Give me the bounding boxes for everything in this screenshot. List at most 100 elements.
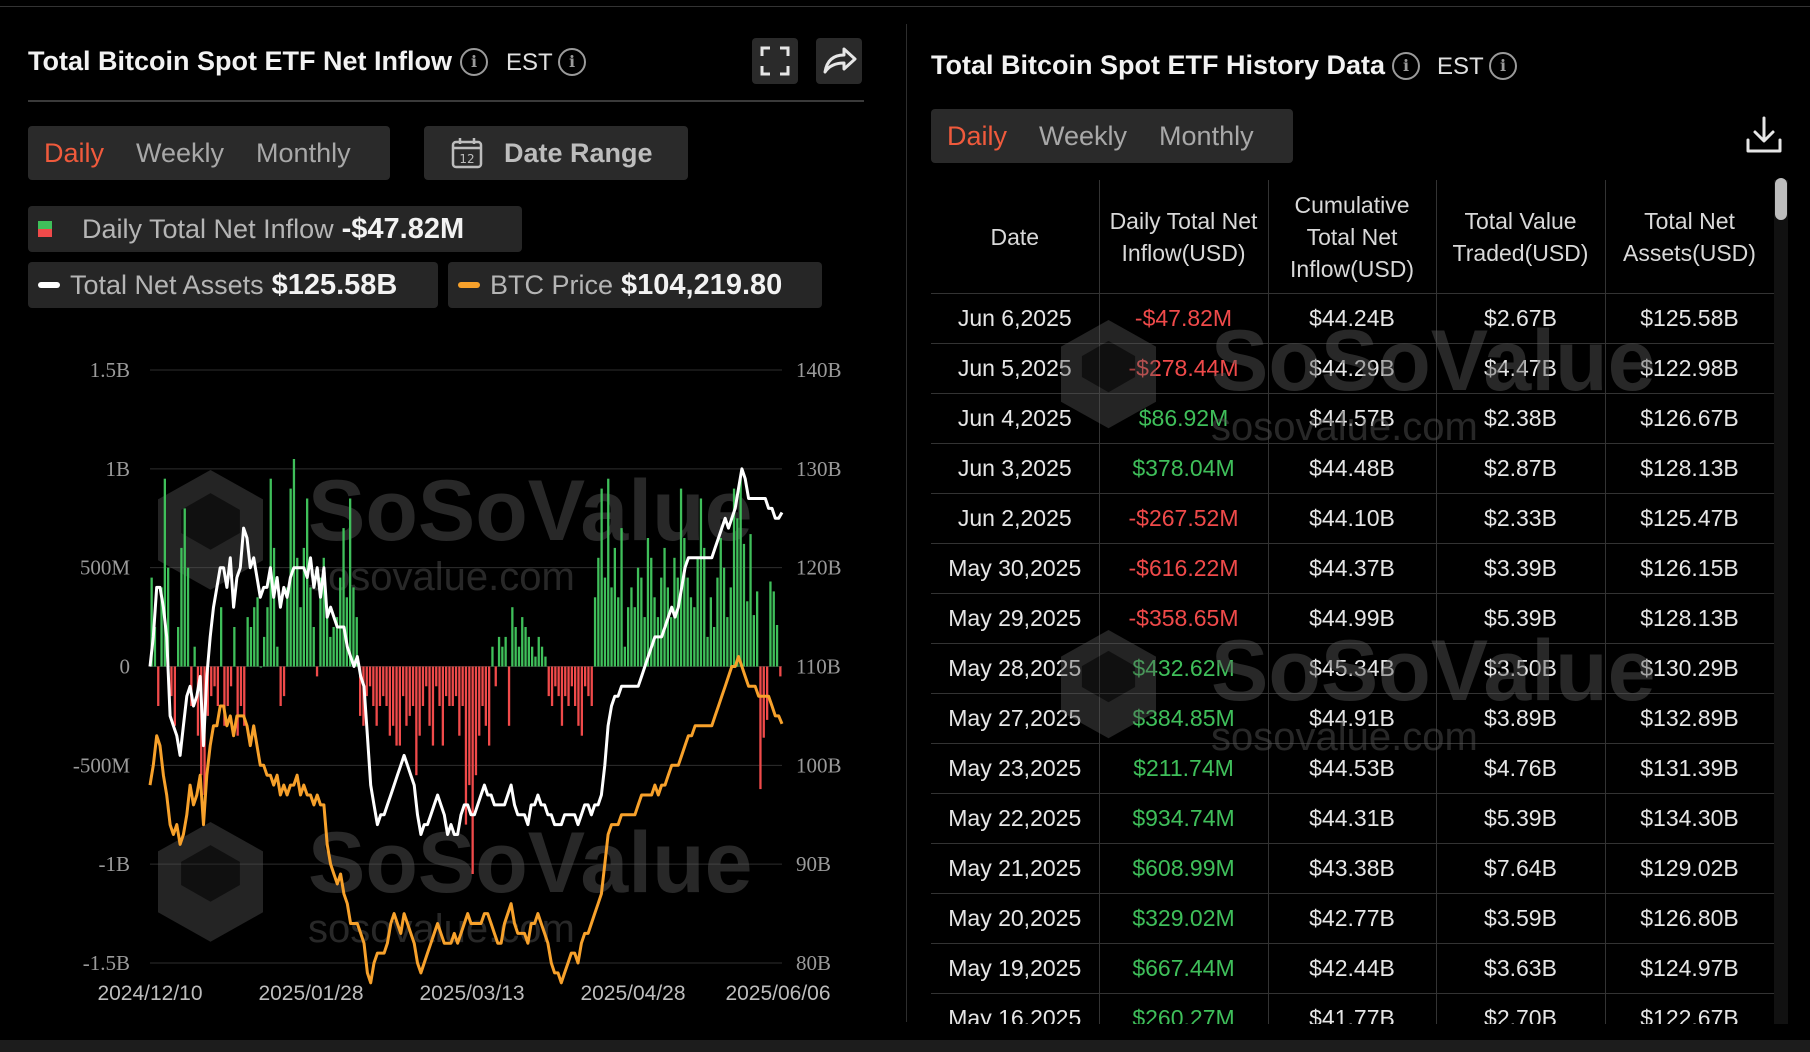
inflow-bar[interactable] (759, 666, 762, 790)
table-row[interactable]: Jun 6,2025 -$47.82M $44.24B $2.67B $125.58B (931, 293, 1774, 344)
inflow-bar[interactable] (454, 666, 458, 697)
inflow-bar[interactable] (368, 666, 372, 687)
inflow-bar[interactable] (488, 666, 491, 746)
table-row[interactable]: May 19,2025 $667.44M $42.44B $3.63B $124.97B (931, 943, 1774, 994)
inflow-bar[interactable] (617, 597, 620, 667)
inflow-bar[interactable] (315, 666, 319, 677)
inflow-bar[interactable] (540, 646, 544, 667)
info-icon[interactable]: i (1489, 52, 1517, 80)
col-daily-net-inflow[interactable]: Daily Total Net Inflow(USD) (1099, 180, 1269, 294)
inflow-bar[interactable] (385, 666, 388, 707)
inflow-bar[interactable] (299, 607, 302, 667)
inflow-bar[interactable] (742, 543, 746, 667)
inflow-bar[interactable] (693, 607, 696, 667)
inflow-bar[interactable] (504, 636, 507, 667)
inflow-bar[interactable] (335, 617, 339, 667)
table-row[interactable]: May 23,2025 $211.74M $44.53B $4.76B $131.39B (931, 743, 1774, 794)
inflow-bar[interactable] (306, 498, 309, 667)
inflow-bar[interactable] (478, 666, 481, 736)
col-date[interactable]: Date (931, 180, 1100, 294)
inflow-bar[interactable] (660, 577, 663, 667)
inflow-bar[interactable] (597, 557, 600, 667)
table-row[interactable]: May 20,2025 $329.02M $42.77B $3.59B $126.80B (931, 893, 1774, 944)
inflow-bar[interactable] (464, 666, 468, 825)
inflow-bar[interactable] (574, 666, 577, 707)
tab-monthly[interactable]: Monthly (256, 137, 351, 168)
inflow-bar[interactable] (703, 547, 706, 667)
inflow-bar[interactable] (521, 617, 524, 667)
inflow-bar[interactable] (772, 591, 775, 667)
table-row[interactable]: Jun 3,2025 $378.04M $44.48B $2.87B $128.13B (931, 443, 1774, 494)
fullscreen-button[interactable] (752, 38, 798, 84)
inflow-bar[interactable] (752, 615, 755, 667)
inflow-bar[interactable] (676, 577, 679, 667)
inflow-bar[interactable] (421, 666, 425, 707)
inflow-bar[interactable] (603, 577, 607, 667)
inflow-bar[interactable] (223, 666, 226, 726)
inflow-bar[interactable] (627, 607, 630, 667)
tab-daily[interactable]: Daily (44, 137, 105, 168)
inflow-bar[interactable] (206, 666, 209, 716)
inflow-bar[interactable] (623, 646, 626, 667)
inflow-bar[interactable] (253, 607, 256, 667)
inflow-bar[interactable] (180, 547, 183, 667)
inflow-bar[interactable] (779, 666, 782, 677)
inflow-bar[interactable] (699, 498, 703, 667)
info-icon[interactable]: i (460, 48, 488, 76)
inflow-bar[interactable] (584, 666, 587, 687)
inflow-bar[interactable] (656, 617, 660, 667)
col-value-traded[interactable]: Total Value Traded(USD) (1436, 180, 1606, 294)
inflow-bar[interactable] (527, 636, 530, 667)
btc-price-line[interactable] (148, 655, 784, 985)
inflow-bar[interactable] (560, 666, 564, 726)
inflow-bar[interactable] (438, 666, 441, 707)
inflow-bar[interactable] (405, 666, 408, 726)
inflow-bar[interactable] (196, 666, 200, 736)
inflow-bar[interactable] (153, 627, 157, 667)
inflow-bar[interactable] (736, 518, 739, 667)
inflow-bar[interactable] (719, 538, 722, 667)
inflow-bar[interactable] (272, 547, 276, 667)
inflow-bar[interactable] (514, 627, 517, 667)
inflow-bar[interactable] (524, 627, 527, 667)
inflow-bar[interactable] (567, 666, 570, 707)
inflow-bar[interactable] (216, 666, 219, 707)
inflow-bar[interactable] (382, 666, 385, 697)
inflow-bar[interactable] (339, 577, 342, 667)
inflow-bar[interactable] (580, 666, 583, 736)
inflow-bar[interactable] (600, 488, 603, 667)
inflow-bar[interactable] (378, 666, 382, 707)
inflow-bar[interactable] (279, 666, 282, 707)
inflow-bar[interactable] (554, 666, 557, 687)
inflow-bar[interactable] (494, 666, 497, 687)
inflow-chart[interactable]: SoSoValuesosovalue.comSoSoValuesosovalue… (0, 340, 900, 1000)
inflow-bar[interactable] (564, 666, 567, 697)
inflow-bar[interactable] (696, 557, 699, 667)
inflow-bar[interactable] (157, 666, 160, 707)
col-cumulative-inflow[interactable]: Cumulative Total Net Inflow(USD) (1268, 180, 1437, 294)
table-row[interactable]: Jun 4,2025 $86.92M $44.57B $2.38B $126.67B (931, 393, 1774, 444)
table-row[interactable]: Jun 5,2025 -$278.44M $44.29B $4.47B $122.98B (931, 343, 1774, 394)
info-icon[interactable]: i (558, 48, 586, 76)
inflow-bar[interactable] (666, 587, 669, 667)
table-scrollbar[interactable] (1774, 180, 1788, 1024)
inflow-bar[interactable] (762, 666, 765, 738)
inflow-bar[interactable] (650, 557, 653, 667)
legend-assets[interactable]: Total Net Assets $125.58B (28, 262, 438, 308)
inflow-bar[interactable] (766, 666, 769, 720)
table-row[interactable]: May 22,2025 $934.74M $44.31B $5.39B $134.30B (931, 793, 1774, 844)
tab-weekly[interactable]: Weekly (136, 137, 225, 168)
inflow-bar[interactable] (679, 488, 683, 667)
inflow-bar[interactable] (220, 607, 223, 667)
inflow-bar[interactable] (256, 597, 259, 667)
inflow-bar[interactable] (630, 587, 633, 667)
inflow-bar[interactable] (653, 597, 656, 667)
legend-btc[interactable]: BTC Price $104,219.80 (448, 262, 822, 308)
inflow-bar[interactable] (319, 577, 322, 667)
inflow-bar[interactable] (276, 646, 279, 667)
inflow-bar[interactable] (531, 646, 534, 667)
inflow-bar[interactable] (418, 666, 421, 736)
inflow-bar[interactable] (607, 478, 610, 667)
inflow-bar[interactable] (739, 478, 742, 667)
date-range-button[interactable]: 12 Date Range (424, 126, 688, 180)
